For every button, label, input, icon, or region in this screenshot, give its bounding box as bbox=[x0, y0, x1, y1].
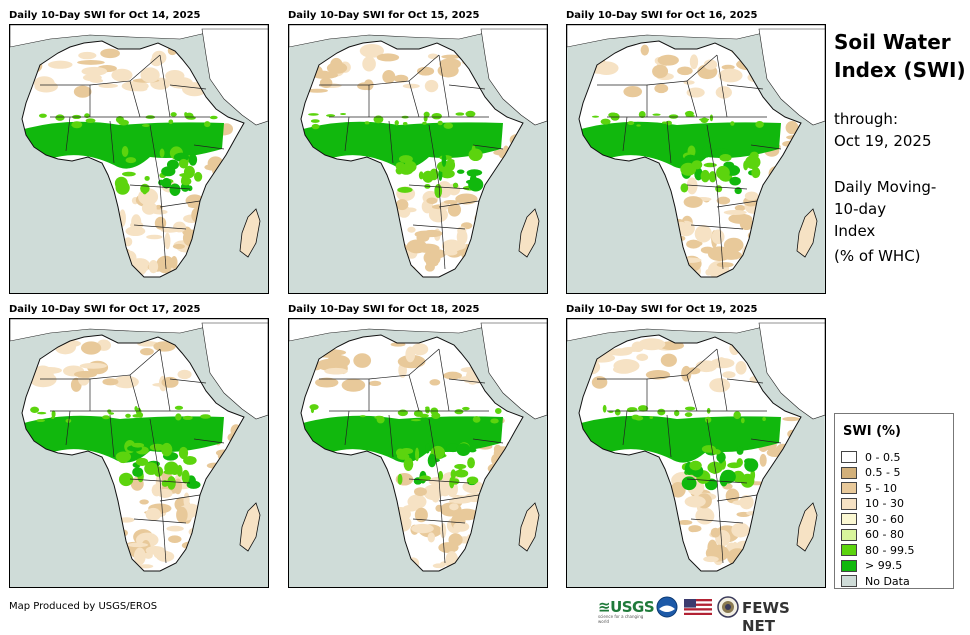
main-title-line-2: Index (SWI) bbox=[834, 58, 966, 82]
legend-item: 80 - 99.5 bbox=[841, 542, 914, 558]
legend-swatch bbox=[841, 466, 857, 479]
description-block: Daily Moving- 10-day Index (% of WHC) bbox=[834, 176, 966, 267]
legend-label: > 99.5 bbox=[865, 559, 903, 572]
swi-map bbox=[9, 24, 269, 294]
legend-item: 0.5 - 5 bbox=[841, 465, 900, 481]
legend-label: 60 - 80 bbox=[865, 528, 904, 541]
noaa-logo-icon bbox=[656, 596, 678, 618]
legend-item: No Data bbox=[841, 573, 910, 589]
description-line-4: (% of WHC) bbox=[834, 247, 921, 265]
legend-swatch bbox=[841, 497, 857, 510]
legend-item: 0 - 0.5 bbox=[841, 449, 900, 465]
swi-map bbox=[566, 24, 826, 294]
legend: SWI (%) 0 - 0.5 0.5 - 5 5 - 10 10 - 30 30 - … bbox=[834, 413, 954, 589]
legend-swatch bbox=[841, 513, 857, 525]
panel-title: Daily 10-Day SWI for Oct 17, 2025 bbox=[9, 304, 201, 315]
legend-label: 0 - 0.5 bbox=[865, 450, 901, 464]
legend-label: 0.5 - 5 bbox=[865, 466, 901, 479]
legend-label: 30 - 60 bbox=[865, 512, 904, 526]
legend-swatch bbox=[841, 482, 857, 494]
through-label: through: bbox=[834, 110, 898, 128]
legend-label: No Data bbox=[865, 574, 910, 588]
panel-title: Daily 10-Day SWI for Oct 15, 2025 bbox=[288, 10, 480, 21]
panel-title: Daily 10-Day SWI for Oct 19, 2025 bbox=[566, 304, 758, 315]
fewsnet-logo: FEWS NET bbox=[742, 599, 790, 635]
swi-map bbox=[288, 318, 548, 588]
map-credit: Map Produced by USGS/EROS bbox=[9, 601, 158, 612]
panel-title: Daily 10-Day SWI for Oct 16, 2025 bbox=[566, 10, 758, 21]
swi-map bbox=[288, 24, 548, 294]
legend-swatch bbox=[841, 559, 857, 572]
panel-title: Daily 10-Day SWI for Oct 14, 2025 bbox=[9, 10, 201, 21]
legend-item: 60 - 80 bbox=[841, 527, 904, 543]
usgs-logo: ≊USGS science for a changing world bbox=[598, 598, 655, 624]
swi-map bbox=[566, 318, 826, 588]
through-block: through: Oct 19, 2025 bbox=[834, 108, 966, 152]
legend-item: 10 - 30 bbox=[841, 496, 904, 512]
through-date: Oct 19, 2025 bbox=[834, 132, 932, 150]
legend-item: 30 - 60 bbox=[841, 511, 904, 527]
us-flag-icon bbox=[684, 599, 712, 615]
usgs-tagline: science for a changing world bbox=[598, 614, 644, 624]
description-line-2: 10-day bbox=[834, 200, 887, 218]
main-title-line-1: Soil Water bbox=[834, 30, 951, 54]
panel-title: Daily 10-Day SWI for Oct 18, 2025 bbox=[288, 304, 480, 315]
legend-label: 5 - 10 bbox=[865, 481, 897, 495]
legend-swatch bbox=[841, 544, 857, 556]
legend-item: 5 - 10 bbox=[841, 480, 897, 496]
legend-swatch bbox=[841, 528, 857, 541]
swi-map bbox=[9, 318, 269, 588]
main-title: Soil Water Index (SWI) bbox=[834, 28, 966, 84]
legend-label: 10 - 30 bbox=[865, 497, 904, 510]
legend-label: 80 - 99.5 bbox=[865, 543, 915, 557]
state-dept-seal-icon bbox=[717, 596, 739, 618]
legend-title: SWI (%) bbox=[843, 424, 901, 439]
legend-item: > 99.5 bbox=[841, 558, 902, 574]
legend-swatch bbox=[841, 575, 857, 587]
description-line-1: Daily Moving- bbox=[834, 178, 937, 196]
legend-swatch bbox=[841, 451, 857, 463]
description-line-3: Index bbox=[834, 222, 876, 240]
